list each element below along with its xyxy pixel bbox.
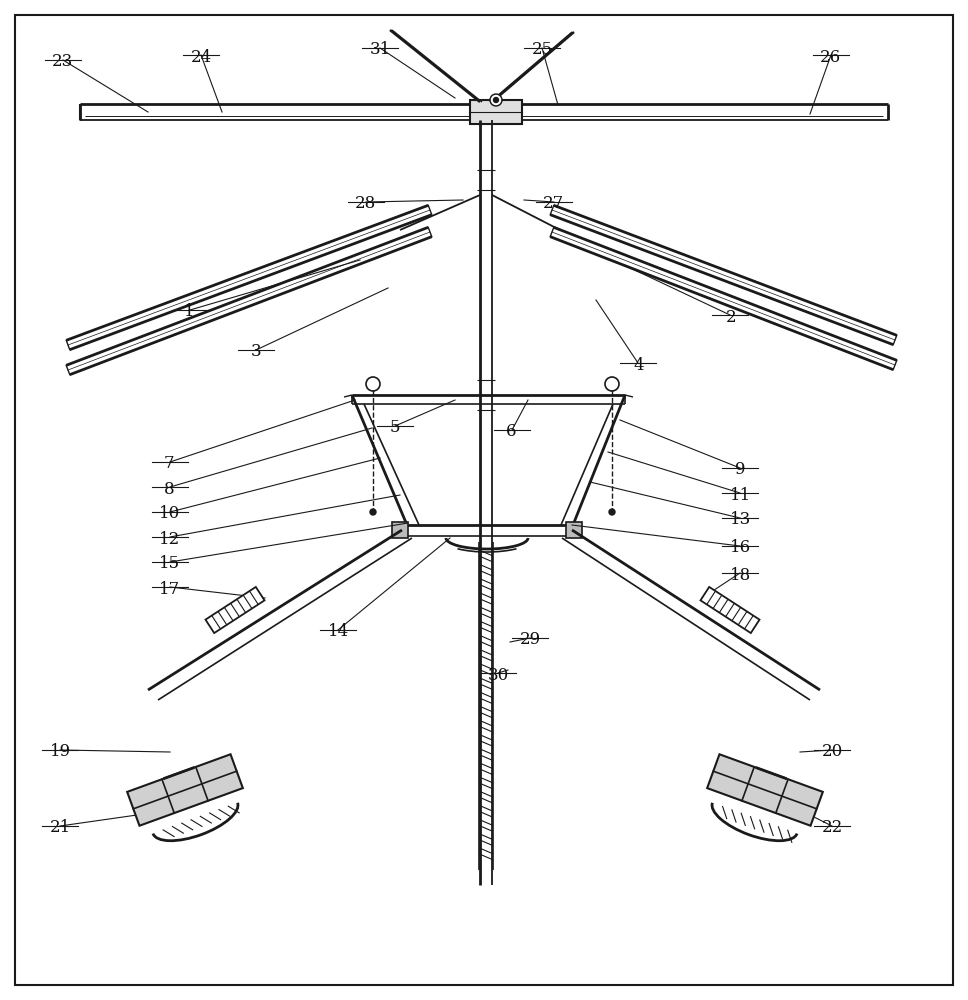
Text: 24: 24 bbox=[191, 48, 212, 66]
Text: 30: 30 bbox=[488, 666, 509, 684]
Bar bbox=[470, 100, 522, 124]
Circle shape bbox=[370, 509, 376, 515]
Polygon shape bbox=[205, 587, 264, 633]
Text: 5: 5 bbox=[390, 420, 400, 436]
Bar bbox=[392, 522, 408, 538]
Circle shape bbox=[492, 96, 500, 104]
Text: 4: 4 bbox=[634, 357, 644, 373]
Polygon shape bbox=[701, 587, 760, 633]
Text: 29: 29 bbox=[520, 632, 541, 648]
Text: 20: 20 bbox=[822, 744, 843, 760]
Text: 15: 15 bbox=[159, 556, 180, 572]
Text: 25: 25 bbox=[531, 41, 553, 58]
Circle shape bbox=[609, 509, 615, 515]
Text: 28: 28 bbox=[355, 196, 377, 213]
Circle shape bbox=[490, 94, 502, 106]
Text: 10: 10 bbox=[159, 506, 180, 522]
Text: 17: 17 bbox=[159, 580, 180, 597]
Text: 9: 9 bbox=[736, 462, 745, 479]
Text: 31: 31 bbox=[370, 41, 391, 58]
Text: 2: 2 bbox=[726, 308, 736, 326]
Text: 1: 1 bbox=[184, 304, 194, 320]
Text: 7: 7 bbox=[165, 456, 174, 473]
Text: 8: 8 bbox=[165, 481, 174, 497]
Text: 14: 14 bbox=[328, 624, 349, 641]
Text: 21: 21 bbox=[49, 820, 71, 836]
Circle shape bbox=[494, 98, 499, 103]
Text: 13: 13 bbox=[730, 512, 751, 528]
Text: 16: 16 bbox=[730, 540, 751, 556]
Text: 27: 27 bbox=[543, 196, 564, 213]
Bar bbox=[566, 522, 582, 538]
Text: 18: 18 bbox=[730, 566, 751, 584]
Text: 3: 3 bbox=[252, 344, 261, 360]
Text: 22: 22 bbox=[822, 820, 843, 836]
Text: 6: 6 bbox=[506, 424, 516, 440]
Text: 12: 12 bbox=[159, 530, 180, 548]
Text: 11: 11 bbox=[730, 487, 751, 504]
Text: 26: 26 bbox=[820, 48, 841, 66]
Text: 19: 19 bbox=[49, 744, 71, 760]
Text: 23: 23 bbox=[52, 53, 74, 70]
Polygon shape bbox=[127, 754, 243, 826]
Polygon shape bbox=[708, 754, 823, 826]
